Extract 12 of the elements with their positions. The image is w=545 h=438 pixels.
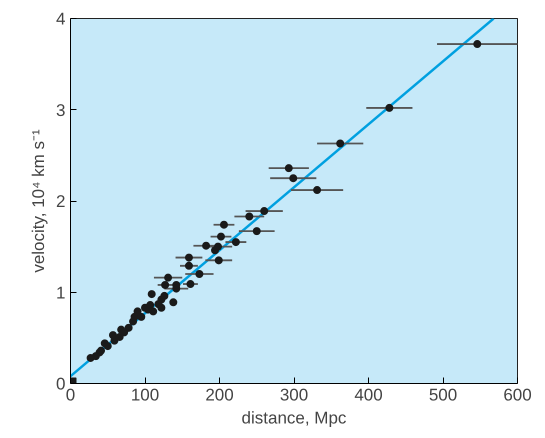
y-tick-label: 1 <box>56 283 66 302</box>
x-tick-label: 600 <box>503 386 532 404</box>
y-tick-label: 4 <box>56 10 66 28</box>
x-axis-title: distance, Mpc <box>242 408 347 428</box>
y-axis-title: velocity, 10⁴ km s⁻¹ <box>29 128 48 273</box>
y-tick-label: 3 <box>56 100 66 120</box>
x-tick-label: 100 <box>130 386 160 404</box>
y-tick-label: 2 <box>56 192 66 211</box>
x-tick-label: 500 <box>428 386 458 404</box>
x-tick-label: 200 <box>205 386 234 404</box>
x-tick-label: 400 <box>354 386 383 404</box>
x-tick-label: 300 <box>280 386 308 404</box>
